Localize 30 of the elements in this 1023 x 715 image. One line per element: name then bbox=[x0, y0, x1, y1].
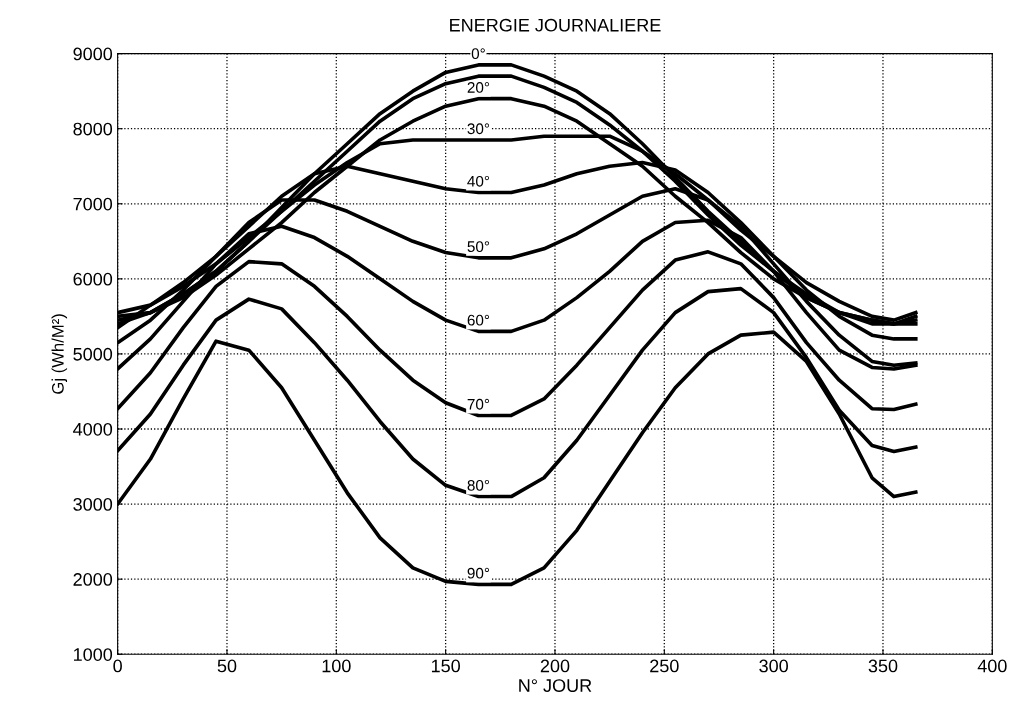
series-label: 0° bbox=[471, 48, 485, 60]
x-tick-label: 100 bbox=[322, 659, 351, 673]
y-tick-label: 9000 bbox=[73, 47, 113, 61]
series-label: 60° bbox=[467, 314, 490, 326]
series-label: 70° bbox=[467, 398, 490, 410]
x-tick-label: 50 bbox=[217, 659, 237, 673]
x-tick-label: 200 bbox=[540, 659, 570, 673]
y-tick-label: 8000 bbox=[73, 122, 113, 136]
y-tick-label: 5000 bbox=[73, 347, 113, 361]
series-label: 80° bbox=[467, 479, 490, 491]
x-axis-title: N° JOUR bbox=[519, 679, 592, 692]
series-label: 90° bbox=[467, 567, 490, 579]
chart-title: ENERGIE JOURNALIERE bbox=[450, 18, 661, 32]
y-axis-title: Gj (Wh/M²) bbox=[51, 314, 68, 394]
x-tick-label: 250 bbox=[650, 659, 679, 673]
x-tick-label: 0 bbox=[113, 659, 122, 673]
y-tick-label: 7000 bbox=[73, 197, 113, 211]
x-tick-label: 400 bbox=[977, 659, 1007, 673]
x-tick-label: 150 bbox=[431, 659, 460, 673]
y-tick-label: 1000 bbox=[74, 648, 113, 661]
series-label: 50° bbox=[467, 241, 490, 253]
series-label: 40° bbox=[467, 175, 490, 187]
x-tick-label: 300 bbox=[759, 659, 788, 673]
series-label: 30° bbox=[467, 123, 490, 135]
y-tick-label: 3000 bbox=[73, 498, 113, 511]
y-tick-label: 2000 bbox=[73, 573, 113, 586]
y-tick-label: 4000 bbox=[73, 422, 113, 436]
series-label: 20° bbox=[467, 82, 490, 93]
y-tick-label: 6000 bbox=[73, 272, 113, 286]
x-tick-label: 350 bbox=[868, 659, 898, 673]
